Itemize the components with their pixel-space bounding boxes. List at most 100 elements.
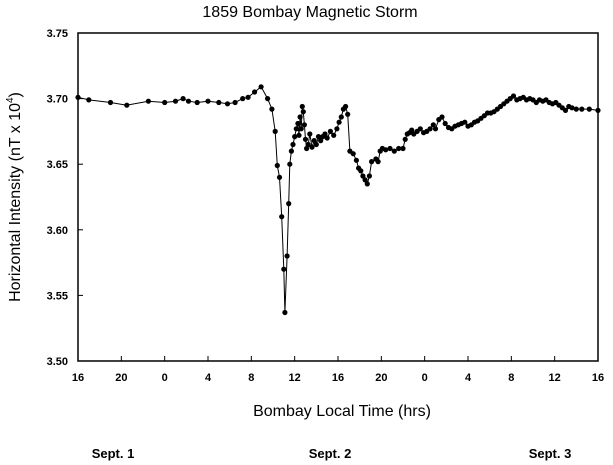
plot-frame xyxy=(77,32,599,362)
data-point xyxy=(309,144,315,150)
data-point xyxy=(302,136,309,142)
data-point xyxy=(269,106,275,112)
data-point xyxy=(579,106,585,112)
data-point xyxy=(383,147,389,153)
data-point xyxy=(216,99,222,106)
data-point xyxy=(287,161,293,167)
data-point xyxy=(274,162,280,169)
data-point xyxy=(343,103,349,110)
day-label-sept-3: Sept. 3 xyxy=(529,446,572,461)
data-point xyxy=(562,107,569,113)
data-point xyxy=(510,93,517,99)
chart-title: 1859 Bombay Magnetic Storm xyxy=(202,4,417,21)
y-tick-label: 3.70 xyxy=(47,94,68,106)
data-point xyxy=(194,99,200,106)
data-point xyxy=(322,131,328,137)
y-tick-label: 3.65 xyxy=(47,159,68,171)
data-point xyxy=(345,111,351,117)
data-point xyxy=(350,151,356,157)
data-point xyxy=(272,128,278,134)
data-point xyxy=(232,99,238,106)
data-point xyxy=(427,126,433,132)
data-point xyxy=(409,127,415,133)
y-tick-label: 3.50 xyxy=(47,356,68,368)
x-tick-label: 16 xyxy=(72,372,84,384)
y-tick-label: 3.55 xyxy=(47,290,68,302)
data-point xyxy=(586,106,592,112)
y-axis-label: Horizontal Intensity (nT x 104) xyxy=(5,92,24,302)
data-point xyxy=(205,98,211,104)
data-point xyxy=(75,94,81,100)
data-point xyxy=(252,89,258,95)
x-tick-label: 4 xyxy=(465,372,472,384)
x-tick-label: 16 xyxy=(332,372,344,384)
series-horizontal-intensity xyxy=(75,84,601,316)
data-point xyxy=(224,101,231,107)
data-point xyxy=(366,173,372,179)
data-point xyxy=(375,159,381,165)
data-point xyxy=(172,98,179,104)
data-point xyxy=(417,126,423,132)
y-axis-label-close: ) xyxy=(7,92,24,97)
data-point xyxy=(430,122,436,128)
data-point xyxy=(307,131,313,137)
data-point xyxy=(279,214,285,220)
data-point xyxy=(162,99,168,106)
data-point xyxy=(286,201,292,207)
data-point xyxy=(301,122,307,128)
data-point xyxy=(327,128,333,134)
data-point xyxy=(573,106,579,112)
data-point xyxy=(298,126,304,132)
data-point xyxy=(124,102,130,108)
data-point xyxy=(331,132,337,138)
data-point xyxy=(462,119,468,125)
data-point xyxy=(265,96,271,102)
data-point xyxy=(396,145,402,152)
x-tick-label: 4 xyxy=(205,372,212,384)
x-tick-label: 8 xyxy=(508,372,514,384)
data-point xyxy=(300,109,306,115)
data-point xyxy=(86,97,92,103)
data-point xyxy=(313,141,319,148)
x-tick-label: 0 xyxy=(422,372,428,384)
data-point xyxy=(391,148,397,154)
data-point xyxy=(311,138,317,144)
data-point xyxy=(145,98,151,104)
data-point xyxy=(282,309,288,316)
x-tick-label: 0 xyxy=(162,372,168,384)
data-point xyxy=(334,126,340,132)
data-point xyxy=(299,103,305,110)
data-point xyxy=(362,177,368,183)
x-tick-label: 20 xyxy=(375,372,387,384)
x-tick-label: 8 xyxy=(248,372,254,384)
y-axis-label-main: Horizontal Intensity (nT x 10 xyxy=(7,103,24,302)
y-tick-label: 3.60 xyxy=(47,225,68,237)
data-point xyxy=(353,157,359,163)
x-tick-label: 20 xyxy=(115,372,127,384)
data-point xyxy=(107,99,114,106)
y-tick-label: 3.75 xyxy=(47,28,68,40)
data-point xyxy=(442,120,448,127)
data-point xyxy=(276,174,283,180)
data-point xyxy=(245,94,251,100)
data-point xyxy=(387,145,393,152)
data-point xyxy=(338,114,344,120)
data-point xyxy=(288,148,294,154)
data-point xyxy=(185,98,192,104)
data-point xyxy=(432,126,439,132)
data-point xyxy=(569,105,575,111)
data-point xyxy=(400,145,406,152)
x-tick-label: 16 xyxy=(592,372,604,384)
data-point xyxy=(305,141,311,148)
x-axis: 16 20 0 4 8 12 16 20 0 4 8 12 16 xyxy=(72,356,604,384)
data-point xyxy=(297,114,303,120)
data-point xyxy=(324,135,330,141)
data-point xyxy=(315,134,322,140)
data-point xyxy=(293,126,299,132)
data-point xyxy=(595,107,601,113)
data-point xyxy=(284,253,290,259)
y-axis: 3.50 3.55 3.60 3.65 3.70 3.75 xyxy=(47,28,83,368)
data-point xyxy=(364,181,370,187)
data-point xyxy=(180,96,186,102)
data-point xyxy=(290,141,296,148)
